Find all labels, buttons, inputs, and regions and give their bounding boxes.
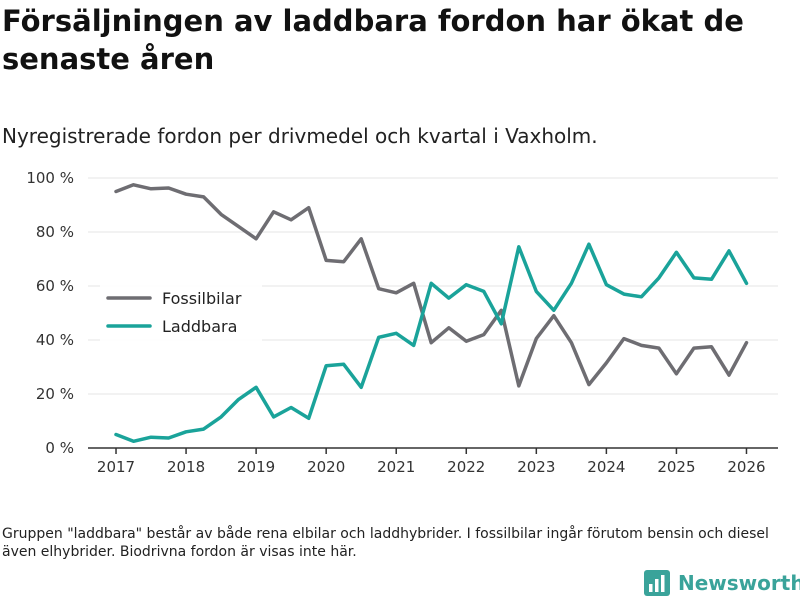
y-tick-label: 0 % (45, 439, 74, 457)
y-tick-label: 100 % (26, 169, 74, 187)
newsworthy-logo-icon (644, 570, 670, 596)
brand-name: Newsworthy (678, 571, 800, 595)
series-line-laddbara (114, 242, 749, 444)
y-tick-label: 60 % (36, 277, 74, 295)
legend-label-fossilbilar: Fossilbilar (162, 289, 242, 308)
x-tick-label: 2021 (377, 458, 415, 476)
chart-title: Försäljningen av laddbara fordon har öka… (2, 4, 744, 76)
x-tick-label: 2026 (727, 458, 765, 476)
x-tick-label: 2020 (307, 458, 345, 476)
x-tick-label: 2018 (167, 458, 205, 476)
y-tick-label: 20 % (36, 385, 74, 403)
x-tick-label: 2017 (97, 458, 135, 476)
brand-logo: Newsworthy (644, 570, 800, 596)
chart-subtitle: Nyregistrerade fordon per drivmedel och … (2, 124, 598, 148)
x-tick-label: 2023 (517, 458, 555, 476)
x-tick-label: 2022 (447, 458, 485, 476)
line-chart: 0 % 20 % 40 % 60 % 80 % 100 % 2017 2018 2019 2020… (26, 169, 778, 476)
x-tick-label: 2019 (237, 458, 275, 476)
legend-box (100, 278, 262, 344)
series-line-fossilbilar (114, 183, 749, 388)
legend-label-laddbara: Laddbara (162, 317, 237, 336)
x-tick-label: 2024 (587, 458, 625, 476)
footnote: Gruppen "laddbara" består av både rena e… (2, 526, 769, 560)
y-tick-label: 80 % (36, 223, 74, 241)
x-tick-label: 2025 (657, 458, 695, 476)
y-tick-label: 40 % (36, 331, 74, 349)
